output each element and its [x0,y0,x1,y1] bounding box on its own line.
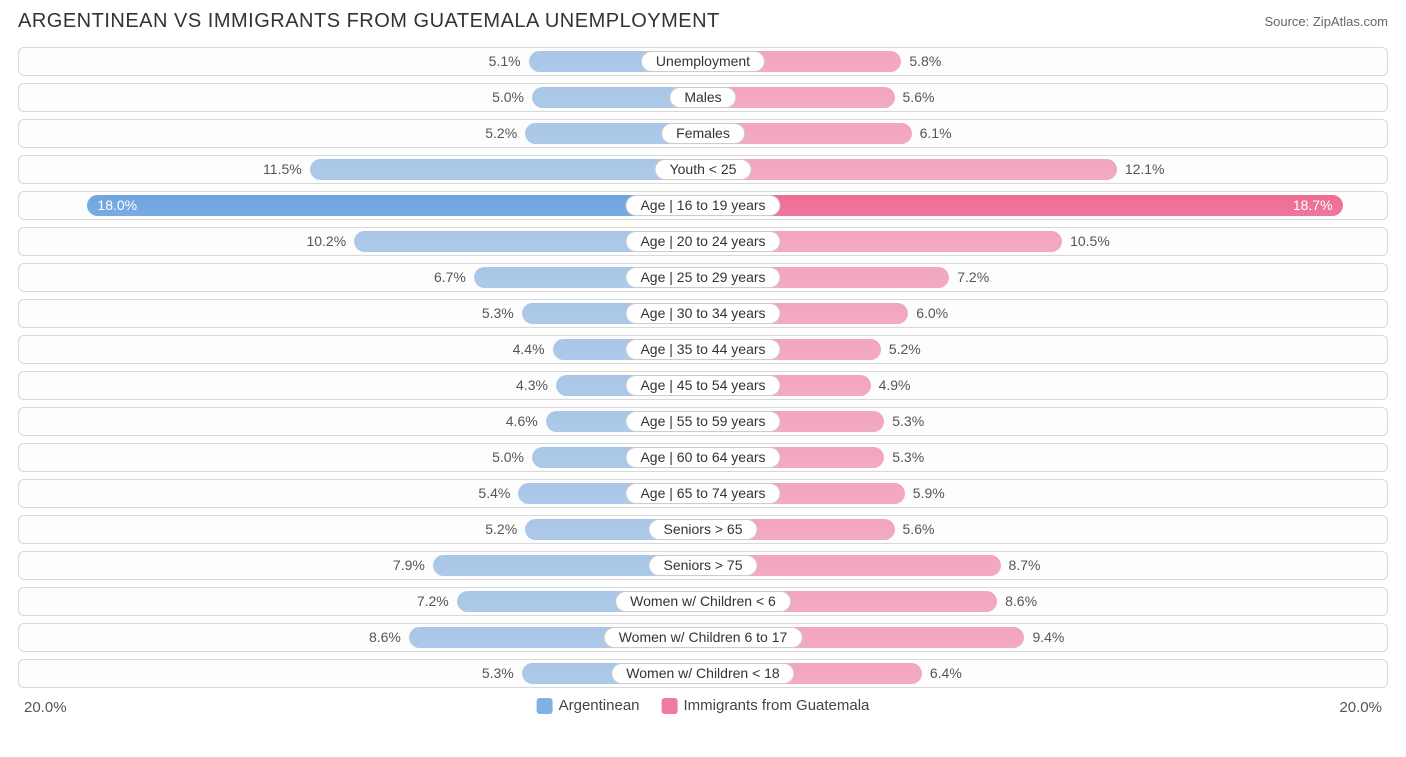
chart-footer: 20.0% Argentinean Immigrants from Guatem… [18,695,1388,725]
axis-max-left: 20.0% [24,699,67,716]
bar-right [703,195,1343,216]
category-label: Women w/ Children 6 to 17 [604,627,803,648]
chart-source: Source: ZipAtlas.com [1264,10,1388,29]
chart-row: 18.0% 18.7% Age | 16 to 19 years [18,191,1388,220]
chart-row: 7.9% 8.7% Seniors > 75 [18,551,1388,580]
category-label: Age | 30 to 34 years [625,303,780,324]
value-label-left: 5.2% [485,516,517,543]
value-label-right: 12.1% [1125,156,1165,183]
value-label-right: 6.1% [920,120,952,147]
value-label-left: 4.4% [513,336,545,363]
category-label: Women w/ Children < 6 [615,591,791,612]
category-label: Age | 25 to 29 years [625,267,780,288]
category-label: Unemployment [641,51,765,72]
chart-row: 8.6% 9.4% Women w/ Children 6 to 17 [18,623,1388,652]
category-label: Age | 35 to 44 years [625,339,780,360]
value-label-right: 5.6% [903,84,935,111]
value-label-left: 18.0% [87,192,137,219]
chart-row: 5.1% 5.8% Unemployment [18,47,1388,76]
value-label-left: 5.1% [489,48,521,75]
value-label-left: 5.3% [482,660,514,687]
category-label: Age | 65 to 74 years [625,483,780,504]
chart-row: 5.2% 5.6% Seniors > 65 [18,515,1388,544]
category-label: Youth < 25 [655,159,752,180]
category-label: Women w/ Children < 18 [611,663,794,684]
value-label-right: 7.2% [957,264,989,291]
bar-left [310,159,703,180]
category-label: Age | 16 to 19 years [625,195,780,216]
chart-row: 11.5% 12.1% Youth < 25 [18,155,1388,184]
value-label-right: 18.7% [1293,192,1343,219]
value-label-right: 4.9% [879,372,911,399]
value-label-left: 4.3% [516,372,548,399]
chart-row: 5.4% 5.9% Age | 65 to 74 years [18,479,1388,508]
value-label-right: 8.6% [1005,588,1037,615]
chart-row: 5.3% 6.0% Age | 30 to 34 years [18,299,1388,328]
chart-title: ARGENTINEAN VS IMMIGRANTS FROM GUATEMALA… [18,10,720,33]
value-label-right: 9.4% [1032,624,1064,651]
value-label-right: 5.3% [892,444,924,471]
value-label-left: 4.6% [506,408,538,435]
chart-row: 4.4% 5.2% Age | 35 to 44 years [18,335,1388,364]
value-label-right: 6.0% [916,300,948,327]
legend-label-right: Immigrants from Guatemala [684,697,870,714]
bar-left [87,195,703,216]
chart-row: 4.6% 5.3% Age | 55 to 59 years [18,407,1388,436]
legend-label-left: Argentinean [559,697,640,714]
category-label: Age | 60 to 64 years [625,447,780,468]
category-label: Seniors > 65 [649,519,758,540]
category-label: Age | 20 to 24 years [625,231,780,252]
value-label-right: 5.8% [909,48,941,75]
category-label: Males [669,87,736,108]
value-label-right: 6.4% [930,660,962,687]
value-label-left: 6.7% [434,264,466,291]
chart-row: 10.2% 10.5% Age | 20 to 24 years [18,227,1388,256]
value-label-right: 8.7% [1009,552,1041,579]
legend-swatch-right [662,698,678,714]
chart-row: 5.2% 6.1% Females [18,119,1388,148]
chart-row: 5.0% 5.6% Males [18,83,1388,112]
value-label-right: 5.6% [903,516,935,543]
value-label-left: 5.3% [482,300,514,327]
category-label: Age | 55 to 59 years [625,411,780,432]
chart-row: 4.3% 4.9% Age | 45 to 54 years [18,371,1388,400]
value-label-right: 5.2% [889,336,921,363]
chart-row: 5.3% 6.4% Women w/ Children < 18 [18,659,1388,688]
value-label-left: 8.6% [369,624,401,651]
value-label-right: 5.3% [892,408,924,435]
chart-row: 6.7% 7.2% Age | 25 to 29 years [18,263,1388,292]
category-label: Age | 45 to 54 years [625,375,780,396]
value-label-right: 5.9% [913,480,945,507]
chart-row: 7.2% 8.6% Women w/ Children < 6 [18,587,1388,616]
value-label-right: 10.5% [1070,228,1110,255]
value-label-left: 5.0% [492,444,524,471]
legend-item-left: Argentinean [537,697,640,714]
value-label-left: 5.2% [485,120,517,147]
value-label-left: 7.9% [393,552,425,579]
legend-item-right: Immigrants from Guatemala [662,697,870,714]
value-label-left: 5.0% [492,84,524,111]
legend-swatch-left [537,698,553,714]
value-label-left: 7.2% [417,588,449,615]
value-label-left: 10.2% [306,228,346,255]
value-label-left: 5.4% [478,480,510,507]
category-label: Seniors > 75 [649,555,758,576]
category-label: Females [661,123,745,144]
bar-right [703,159,1117,180]
chart-area: 5.1% 5.8% Unemployment 5.0% 5.6% Males 5.2% 6.1… [18,47,1388,688]
chart-row: 5.0% 5.3% Age | 60 to 64 years [18,443,1388,472]
legend: Argentinean Immigrants from Guatemala [537,697,870,714]
chart-header: ARGENTINEAN VS IMMIGRANTS FROM GUATEMALA… [18,10,1388,47]
value-label-left: 11.5% [263,156,302,183]
axis-max-right: 20.0% [1339,699,1382,716]
